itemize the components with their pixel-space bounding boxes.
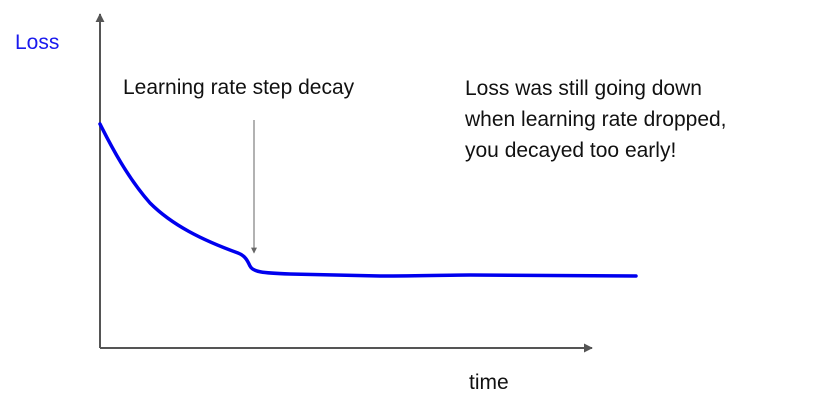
step-decay-annotation: Learning rate step decay — [123, 76, 355, 99]
loss-curve — [98, 122, 638, 278]
note-line: when learning rate dropped, — [464, 108, 727, 131]
note-line: Loss was still going down — [465, 77, 702, 100]
x-axis-label: time — [469, 371, 509, 394]
note-text: Loss was still going down when learning … — [464, 77, 732, 162]
y-axis-label: Loss — [15, 31, 59, 54]
note-line: you decayed too early! — [465, 139, 676, 162]
